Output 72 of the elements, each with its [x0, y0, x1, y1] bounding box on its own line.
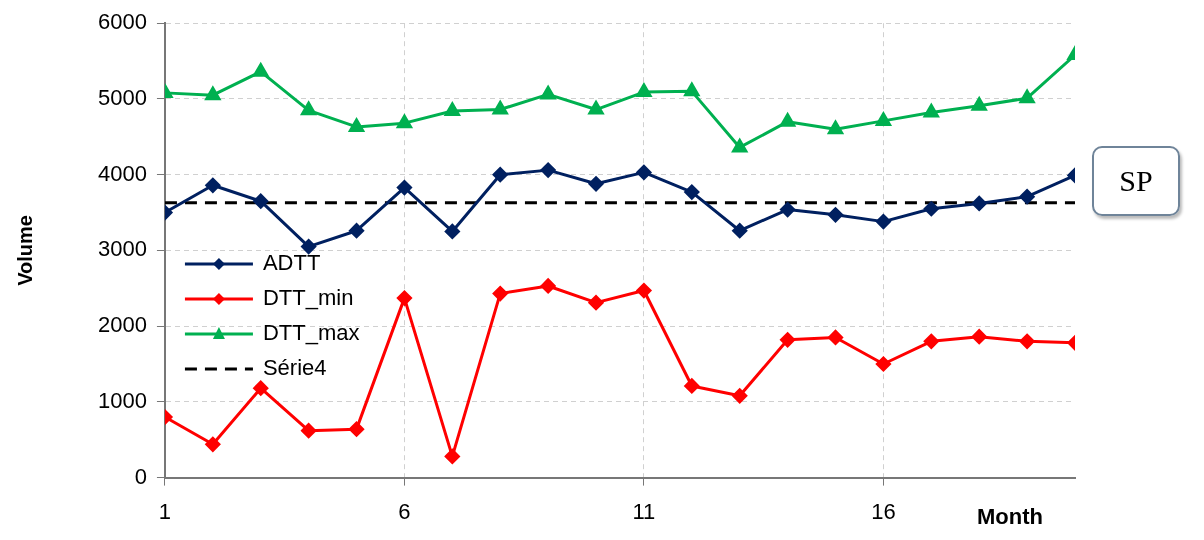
point	[1019, 89, 1035, 104]
point	[301, 239, 317, 255]
legend-label: DTT_min	[262, 285, 354, 311]
y-tick-label: 6000	[97, 9, 147, 35]
point	[923, 104, 939, 118]
point	[732, 138, 748, 153]
point	[349, 421, 365, 437]
point	[492, 286, 508, 302]
point	[875, 112, 891, 126]
point	[492, 167, 508, 183]
y-tick-label: 0	[134, 463, 147, 489]
point	[780, 332, 796, 348]
point	[492, 101, 508, 115]
point	[444, 102, 460, 117]
point	[253, 63, 269, 77]
point	[684, 184, 700, 200]
point	[828, 207, 844, 223]
point	[636, 283, 652, 299]
legend-label: Série4	[262, 355, 327, 381]
point	[348, 118, 365, 132]
point	[636, 164, 652, 180]
point	[540, 85, 556, 100]
point	[444, 448, 460, 464]
legend-label: DTT_max	[262, 320, 360, 346]
x-axis-title: Month	[977, 503, 1043, 529]
point	[588, 295, 604, 311]
point	[875, 356, 891, 372]
point	[396, 114, 412, 129]
point	[971, 195, 987, 211]
text: SP	[1092, 146, 1180, 216]
point	[1019, 189, 1035, 205]
x-tick-label: 1	[158, 498, 172, 524]
point	[875, 214, 891, 230]
point	[780, 202, 796, 217]
point	[971, 97, 987, 111]
point	[253, 193, 269, 209]
point	[923, 201, 939, 217]
x-tick-label: 16	[871, 498, 896, 524]
point	[828, 329, 844, 345]
point	[732, 223, 748, 239]
point	[540, 278, 556, 294]
point	[205, 436, 221, 452]
point	[588, 176, 604, 192]
y-tick-label: 1000	[97, 387, 147, 413]
x-tick-label: 11	[632, 498, 656, 524]
point	[253, 380, 269, 396]
x-tick-label: 6	[398, 498, 411, 524]
point	[301, 101, 317, 116]
point	[923, 333, 939, 349]
point	[684, 378, 700, 394]
y-tick-label: 3000	[97, 236, 147, 262]
y-tick-label: 2000	[97, 312, 147, 338]
point	[349, 223, 365, 239]
point	[540, 162, 556, 178]
y-tick-label: 4000	[97, 160, 147, 186]
y-axis-title: Volume	[13, 215, 36, 286]
y-tick-label: 5000	[97, 85, 147, 110]
point	[444, 223, 460, 239]
legend-label: ADTT	[262, 250, 321, 276]
point	[588, 101, 604, 115]
point	[396, 290, 412, 306]
point	[780, 113, 796, 127]
point	[827, 120, 844, 135]
point	[684, 82, 700, 97]
point	[396, 180, 412, 196]
point	[1019, 333, 1035, 349]
point	[301, 423, 317, 439]
point	[205, 86, 221, 101]
point	[732, 388, 748, 404]
point	[205, 177, 221, 193]
point	[971, 329, 987, 345]
point	[636, 83, 652, 98]
